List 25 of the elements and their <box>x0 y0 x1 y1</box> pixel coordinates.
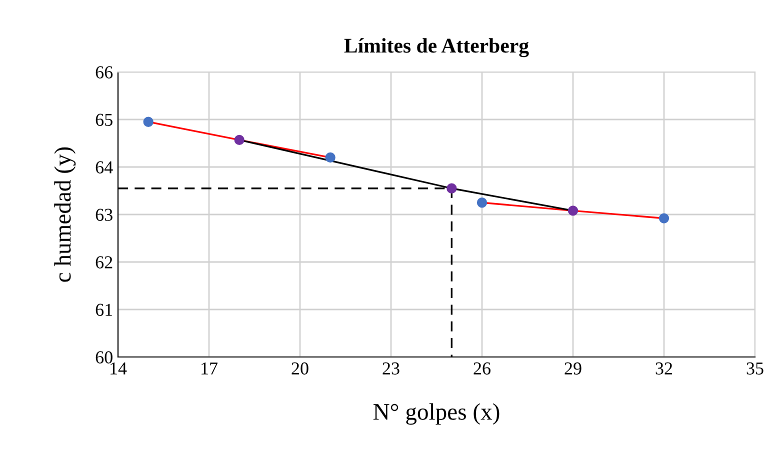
x-tick-label: 20 <box>292 362 308 375</box>
point <box>476 198 488 208</box>
x-axis-title: N° golpes (x) <box>373 403 500 425</box>
x-tick-label: 35 <box>746 362 764 375</box>
point <box>568 206 578 216</box>
point <box>143 116 154 127</box>
y-tick-label: 63 <box>96 208 112 221</box>
chart-title: Límites de Atterberg <box>344 38 529 58</box>
x-tick-label: 14 <box>110 362 127 374</box>
x-tick-label: 29 <box>564 362 582 375</box>
y-tick-label: 60 <box>96 351 112 364</box>
point <box>325 152 336 163</box>
y-tick-label: 61 <box>96 304 112 316</box>
x-tick-label: 32 <box>656 362 672 375</box>
point <box>234 134 244 146</box>
y-axis-title: c humedad (y) <box>54 147 76 282</box>
x-tick-label: 23 <box>382 362 400 375</box>
point <box>658 213 670 224</box>
y-tick-label: 65 <box>96 114 112 126</box>
y-tick-label: 66 <box>96 66 113 78</box>
x-tick-label: 17 <box>202 362 218 374</box>
y-tick-label: 64 <box>96 161 113 174</box>
point <box>446 183 457 194</box>
x-tick-label: 26 <box>474 362 490 375</box>
y-tick-label: 62 <box>96 256 112 268</box>
